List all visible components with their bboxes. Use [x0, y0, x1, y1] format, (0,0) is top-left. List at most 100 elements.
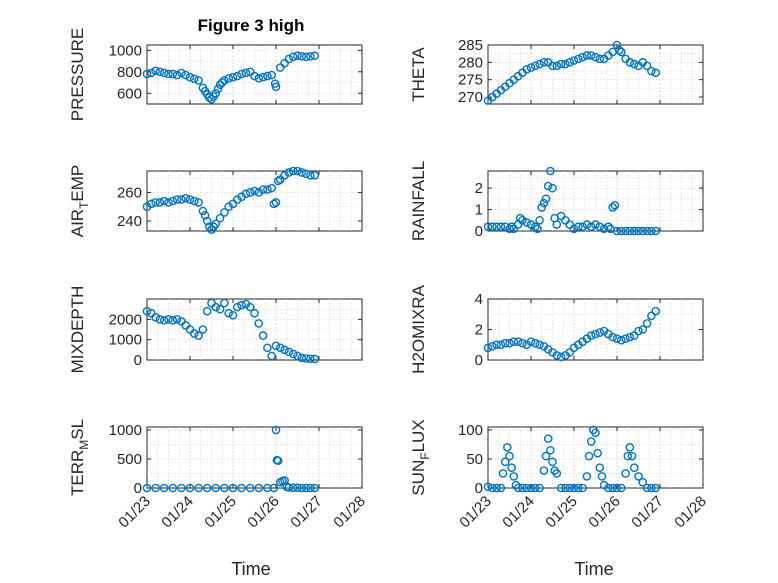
data-point [159, 68, 169, 78]
data-point [263, 71, 272, 81]
data-point [213, 84, 223, 94]
data-point [509, 472, 519, 481]
data-point [629, 331, 639, 340]
data-point [301, 483, 311, 493]
data-point [535, 340, 544, 350]
data-point [556, 352, 566, 362]
data-point [228, 483, 238, 493]
y-tick-label: 1000 [109, 332, 142, 349]
data-point [269, 199, 279, 209]
plot-area [146, 170, 363, 232]
data-point [552, 220, 562, 229]
data-point [492, 340, 501, 350]
chart-panel-8: 0 50 100 01/23 01/24 01/25 01/26 01/27 01/28 SUNF… [409, 419, 710, 531]
data-point [172, 195, 182, 204]
data-point [263, 185, 272, 194]
data-point [642, 483, 652, 493]
data-point [612, 483, 622, 493]
data-point [306, 354, 315, 364]
data-point [237, 483, 246, 493]
data-point [522, 218, 532, 227]
x-tick-label: 01/23 [456, 493, 495, 532]
data-point [539, 58, 549, 67]
data-point [531, 338, 540, 348]
data-point [198, 206, 208, 216]
data-point [211, 88, 221, 98]
data-point [220, 208, 229, 217]
data-point [595, 463, 605, 472]
data-point [310, 483, 320, 493]
data-point [647, 483, 656, 493]
data-point [642, 61, 652, 71]
data-point [561, 59, 570, 69]
data-point [181, 70, 190, 80]
data-point [574, 222, 583, 232]
data-point [625, 443, 635, 452]
data-point [288, 52, 298, 62]
data-point [254, 319, 264, 328]
data-point [275, 175, 285, 184]
data-point [546, 445, 555, 455]
data-point [194, 331, 203, 340]
data-point [159, 196, 169, 206]
data-point [215, 304, 225, 314]
data-point [250, 71, 259, 81]
x-tick-label: 01/25 [201, 493, 240, 532]
y-axis-label-main: PRESSURE [68, 28, 87, 122]
data-point [275, 63, 285, 72]
data-point [151, 66, 160, 76]
data-point [505, 451, 514, 461]
data-point [617, 335, 626, 345]
data-point [531, 222, 540, 232]
data-point [591, 220, 600, 229]
y-tick-label: 0 [475, 480, 483, 497]
data-point [297, 51, 307, 61]
y-axis-label-rest: EMP [68, 165, 87, 202]
y-tick-label: 0 [475, 352, 483, 369]
data-point [284, 168, 294, 177]
data-point [561, 215, 570, 225]
data-point [574, 54, 583, 64]
data-point [586, 437, 596, 446]
y-axis-label-main: H2OMIXRA [409, 284, 428, 373]
data-point [498, 469, 508, 478]
data-point [513, 337, 523, 347]
data-point [623, 451, 633, 461]
data-point [215, 213, 225, 223]
data-point [503, 443, 512, 452]
y-axis-label-subscript: M [77, 440, 91, 450]
data-point [232, 302, 242, 312]
data-point [546, 166, 555, 176]
y-tick-label: 1 [475, 202, 483, 219]
data-point [142, 306, 152, 316]
data-point [526, 63, 536, 72]
data-point [509, 224, 519, 234]
data-point [625, 332, 635, 342]
x-tick-label: 01/27 [628, 493, 667, 532]
data-point [258, 331, 268, 340]
data-point [263, 483, 272, 493]
data-point [293, 483, 302, 493]
data-point [293, 51, 302, 61]
data-point [211, 219, 221, 229]
data-point [483, 222, 493, 232]
data-point [297, 353, 307, 363]
chart-panel-6: 0 2 4 H2OMIXRA [409, 284, 704, 374]
x-tick-label: 01/27 [287, 493, 326, 532]
data-point [258, 185, 268, 194]
data-point [595, 222, 605, 232]
data-point [306, 170, 315, 180]
data-point [185, 72, 195, 82]
data-point [591, 428, 600, 438]
data-point [548, 61, 557, 71]
data-point [142, 483, 152, 493]
x-tick-label: 01/28 [671, 493, 710, 532]
data-point [185, 483, 195, 493]
x-tick-label: 01/24 [158, 493, 197, 532]
data-point [500, 222, 510, 232]
data-point [518, 483, 527, 493]
data-point [164, 69, 173, 79]
data-point [224, 308, 233, 318]
data-point [168, 69, 178, 79]
data-point [293, 166, 302, 176]
